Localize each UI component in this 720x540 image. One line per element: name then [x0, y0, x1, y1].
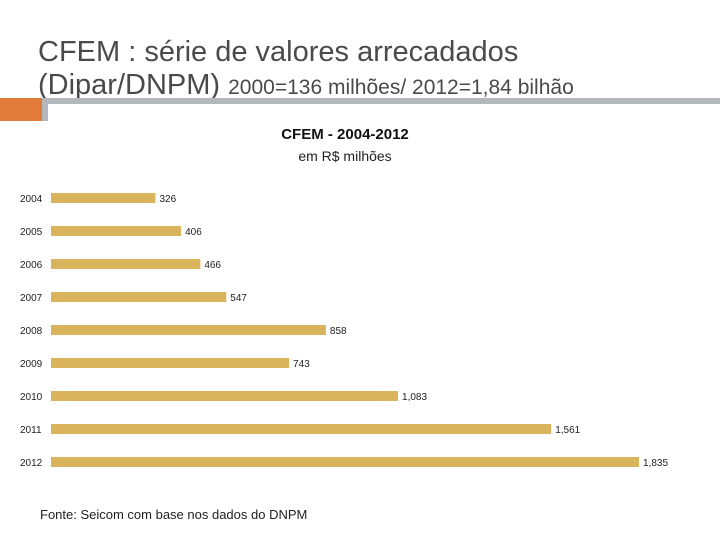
- accent-rule-vertical: [42, 98, 48, 121]
- category-label-2007: 2007: [20, 293, 43, 304]
- category-label-2011: 2011: [20, 425, 42, 436]
- category-label-2009: 2009: [20, 359, 43, 370]
- category-label-2004: 2004: [20, 194, 43, 205]
- bar-2010: [51, 391, 399, 401]
- value-label-2012: 1,835: [643, 458, 668, 469]
- value-label-2007: 547: [230, 293, 247, 304]
- bar-2004: [51, 193, 156, 203]
- bar-2006: [51, 259, 201, 269]
- category-label-2012: 2012: [20, 458, 43, 469]
- category-label-2005: 2005: [20, 227, 43, 238]
- category-label-2010: 2010: [20, 392, 43, 403]
- bar-2009: [51, 358, 290, 368]
- value-label-2005: 406: [185, 227, 202, 238]
- slide-title: CFEM : série de valores arrecadados (Dip…: [38, 36, 708, 104]
- source-note: Fonte: Seicom com base nos dados do DNPM: [40, 507, 308, 522]
- chart-subtitle: em R$ milhões: [298, 148, 392, 164]
- value-label-2009: 743: [293, 359, 310, 370]
- bar-2008: [51, 325, 326, 335]
- accent-block-orange: [0, 98, 42, 121]
- slide-title-small: 2000=136 milhões/ 2012=1,84 bilhão: [228, 76, 574, 99]
- accent-rule-horizontal: [42, 98, 720, 104]
- bar-2011: [51, 424, 552, 434]
- value-label-2008: 858: [330, 326, 347, 337]
- value-label-2006: 466: [204, 260, 221, 271]
- chart-title: CFEM - 2004-2012: [281, 126, 409, 143]
- value-label-2010: 1,083: [402, 392, 427, 403]
- bar-2007: [51, 292, 227, 302]
- slide-title-main: CFEM : série de valores arrecadados (Dip…: [38, 36, 519, 101]
- bar-2005: [51, 226, 182, 236]
- category-label-2006: 2006: [20, 260, 43, 271]
- category-label-2008: 2008: [20, 326, 43, 337]
- bar-chart: 2004 326 2005 406 2006 466 2007 547 2008 858 2009 7…: [20, 193, 668, 469]
- value-label-2011: 1,561: [555, 425, 580, 436]
- value-label-2004: 326: [159, 194, 176, 205]
- bar-2012: [51, 457, 639, 467]
